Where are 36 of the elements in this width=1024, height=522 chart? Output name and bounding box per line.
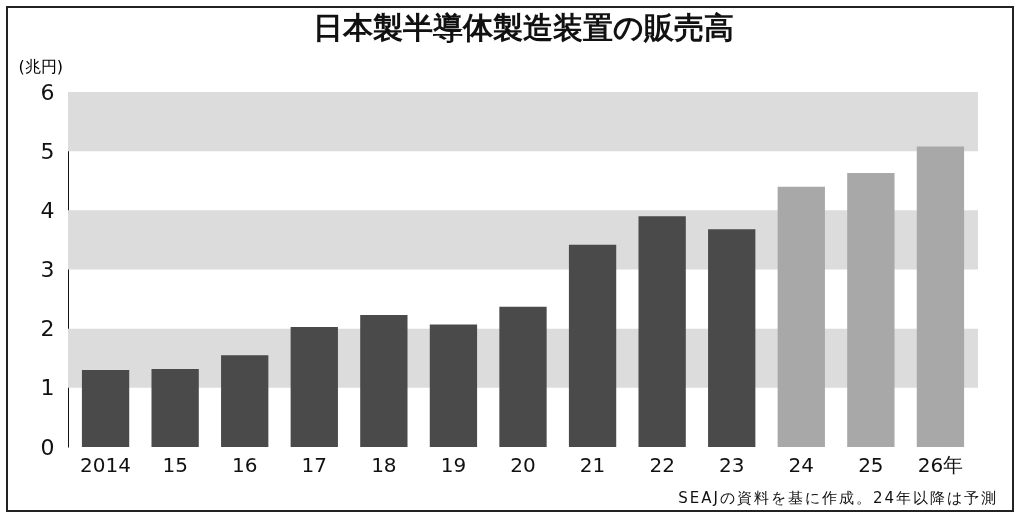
x-tick-label: 25 [858,452,884,477]
bar [708,229,756,447]
bar [81,370,130,447]
bar [916,146,965,447]
bar [151,368,199,447]
x-tick-label: 21 [579,452,606,477]
y-tick-label: 0 [40,434,55,460]
x-tick-label: 2014 [80,452,132,477]
bar [777,186,825,447]
y-tick-label: 4 [40,197,55,223]
x-tick-label: 15 [162,452,188,477]
x-tick-label: 24 [788,452,815,477]
text: SEAJの資料を基に作成。24年以降は予測 [678,489,998,508]
y-tick-label: 3 [40,257,55,282]
x-tick-label: 17 [301,452,328,477]
x-tick-label: 20 [510,452,536,477]
x-tick-label: 16 [231,452,258,477]
bar [429,324,478,447]
bar [568,244,617,447]
y-tick-label: 1 [40,375,55,401]
bar [221,355,269,447]
x-tick-label: 22 [649,452,675,477]
x-tick-label: 19 [440,452,467,477]
bar [638,216,686,447]
x-tick-label: 23 [718,452,745,477]
bar [290,326,338,447]
y-tick-label: 6 [40,79,55,105]
y-axis-title: (兆円) [18,56,63,76]
x-tick-label: 26年 [917,452,964,477]
chart-title: 日本製半導体製造装置の販売高 [312,10,734,45]
x-tick-label: 18 [371,452,397,477]
y-tick-label: 5 [40,138,55,164]
bar [847,173,895,447]
bar [360,315,408,447]
y-tick-label: 2 [40,316,55,342]
bar [499,306,547,447]
